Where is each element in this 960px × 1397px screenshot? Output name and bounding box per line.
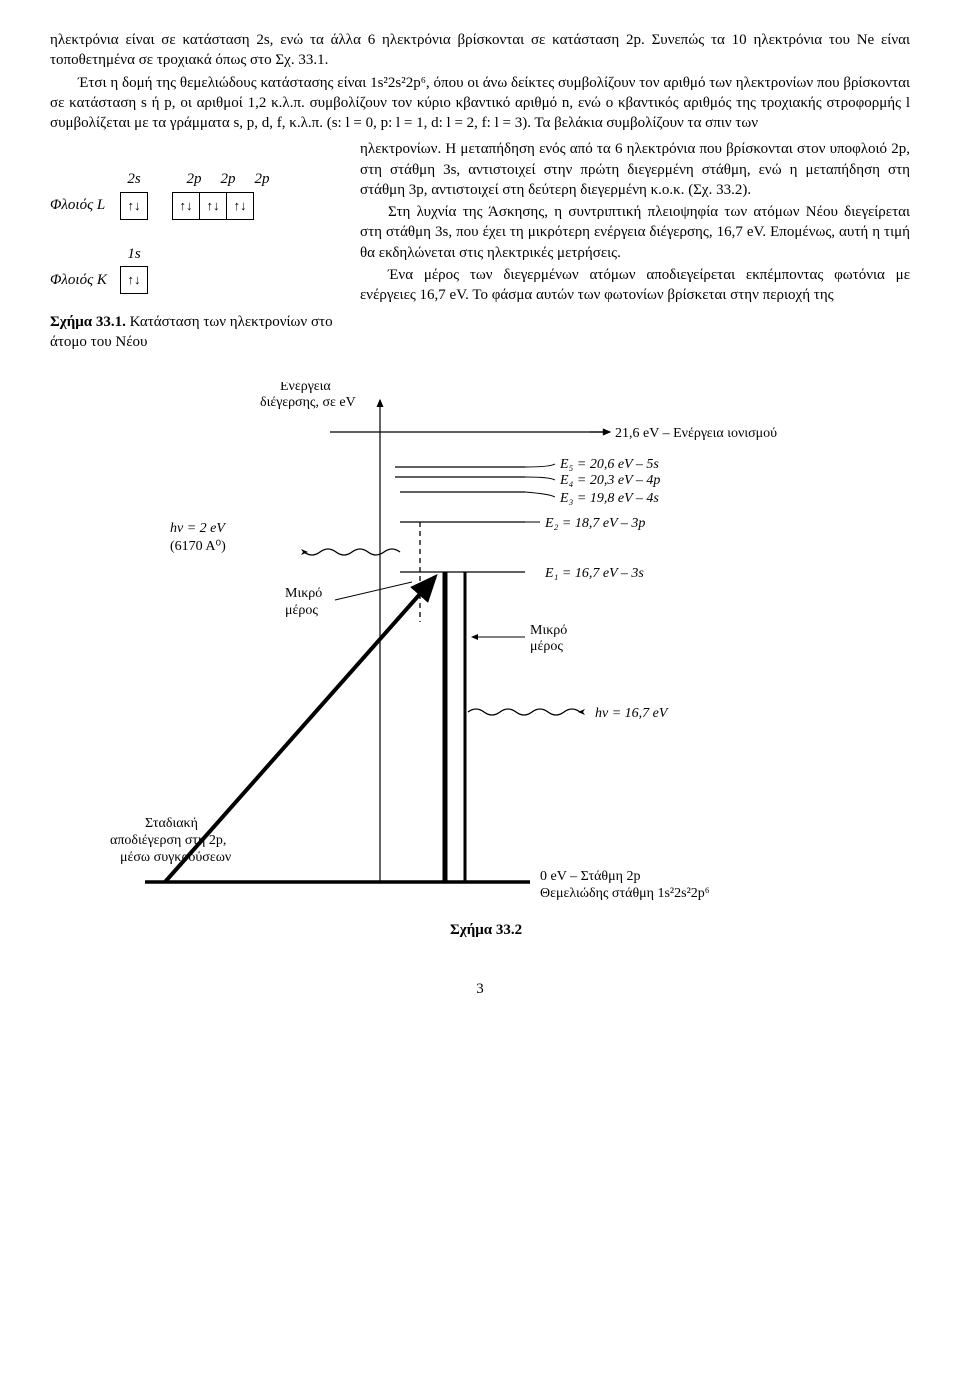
ground-1: 0 eV – Στάθμη 2p bbox=[540, 869, 640, 884]
shell-L-label: Φλοιός L bbox=[50, 195, 120, 215]
label-2p-3: 2p bbox=[248, 169, 276, 189]
e5-label: E₅ = 20,6 eV – 5s bbox=[559, 457, 659, 472]
e4-label: E₄ = 20,3 eV – 4p bbox=[559, 473, 660, 488]
e1-label: E₁ = 16,7 eV – 3s bbox=[544, 566, 644, 581]
meros-2: μέρος bbox=[530, 639, 563, 654]
two-column-layout: 2s 2p 2p 2p Φλοιός L ↑↓ ↑↓ ↑↓ ↑↓ 1s Φλοι… bbox=[50, 139, 910, 352]
figure-33-2-caption: Σχήμα 33.2 bbox=[450, 922, 522, 938]
box-2p-1: ↑↓ bbox=[172, 192, 200, 220]
mikro-2: Μικρό bbox=[530, 623, 567, 638]
box-2s: ↑↓ bbox=[120, 192, 148, 220]
e2-label: E₂ = 18,7 eV – 3p bbox=[544, 516, 645, 531]
page-number: 3 bbox=[50, 979, 910, 999]
figcap1-bold: Σχήμα 33.1. bbox=[50, 314, 126, 330]
hv2-label: hv = 2 eV bbox=[170, 521, 226, 536]
label-2p-1: 2p bbox=[180, 169, 208, 189]
right-p2: Στη λυχνία της Άσκησης, η συντριπτική πλ… bbox=[360, 202, 910, 263]
box-1s: ↑↓ bbox=[120, 266, 148, 294]
energy-level-diagram: Ενέργεια διέγερσης, σε eV 21,6 eV – Ενέρ… bbox=[50, 382, 910, 948]
label-2p-2: 2p bbox=[214, 169, 242, 189]
ground-2: Θεμελιώδης στάθμη 1s²2s²2p⁶ bbox=[540, 886, 710, 901]
left-column: 2s 2p 2p 2p Φλοιός L ↑↓ ↑↓ ↑↓ ↑↓ 1s Φλοι… bbox=[50, 139, 340, 352]
intro-paragraph-1: ηλεκτρόνια είναι σε κατάσταση 2s, ενώ τα… bbox=[50, 30, 910, 71]
orbital-header-K: 1s bbox=[120, 244, 340, 264]
stad-3: μέσω συγκρούσεων bbox=[120, 850, 231, 865]
box-2p-3: ↑↓ bbox=[226, 192, 254, 220]
mikro-1: Μικρό bbox=[285, 586, 322, 601]
stad-2: αποδιέγερση στη 2p, bbox=[110, 833, 226, 848]
right-column: ηλεκτρονίων. Η μεταπήδηση ενός από τα 6 … bbox=[360, 139, 910, 352]
figure-33-1-caption: Σχήμα 33.1. Κατάσταση των ηλεκτρονίων στ… bbox=[50, 312, 340, 353]
label-2s: 2s bbox=[120, 169, 148, 189]
e3-label: E₃ = 19,8 eV – 4s bbox=[559, 491, 659, 506]
angstrom-label: (6170 A⁰) bbox=[170, 539, 226, 554]
orbital-diagram: 2s 2p 2p 2p Φλοιός L ↑↓ ↑↓ ↑↓ ↑↓ 1s Φλοι… bbox=[50, 169, 340, 294]
energy-svg: Ενέργεια διέγερσης, σε eV 21,6 eV – Ενέρ… bbox=[50, 382, 800, 942]
intro-paragraph-2: Έτσι η δομή της θεμελιώδους κατάστασης ε… bbox=[50, 73, 910, 134]
stad-1: Σταδιακή bbox=[145, 816, 198, 831]
shell-K-label: Φλοιός K bbox=[50, 270, 120, 290]
label-1s: 1s bbox=[120, 244, 148, 264]
right-p3: Ένα μέρος των διεγερμένων ατόμων αποδιεγ… bbox=[360, 265, 910, 306]
right-p1: ηλεκτρονίων. Η μεταπήδηση ενός από τα 6 … bbox=[360, 139, 910, 200]
box-2p-2: ↑↓ bbox=[199, 192, 227, 220]
hv167-label: hv = 16,7 eV bbox=[595, 706, 669, 721]
shell-L-row: Φλοιός L ↑↓ ↑↓ ↑↓ ↑↓ bbox=[50, 192, 340, 220]
orbital-header-L: 2s 2p 2p 2p bbox=[120, 169, 340, 189]
shell-K-row: Φλοιός K ↑↓ bbox=[50, 266, 340, 294]
energy-axis-title-2: διέγερσης, σε eV bbox=[260, 395, 356, 410]
energy-axis-title-1: Ενέργεια bbox=[280, 382, 331, 394]
ionization-label: 21,6 eV – Ενέργεια ιονισμού bbox=[615, 426, 777, 441]
meros-1: μέρος bbox=[285, 603, 318, 618]
